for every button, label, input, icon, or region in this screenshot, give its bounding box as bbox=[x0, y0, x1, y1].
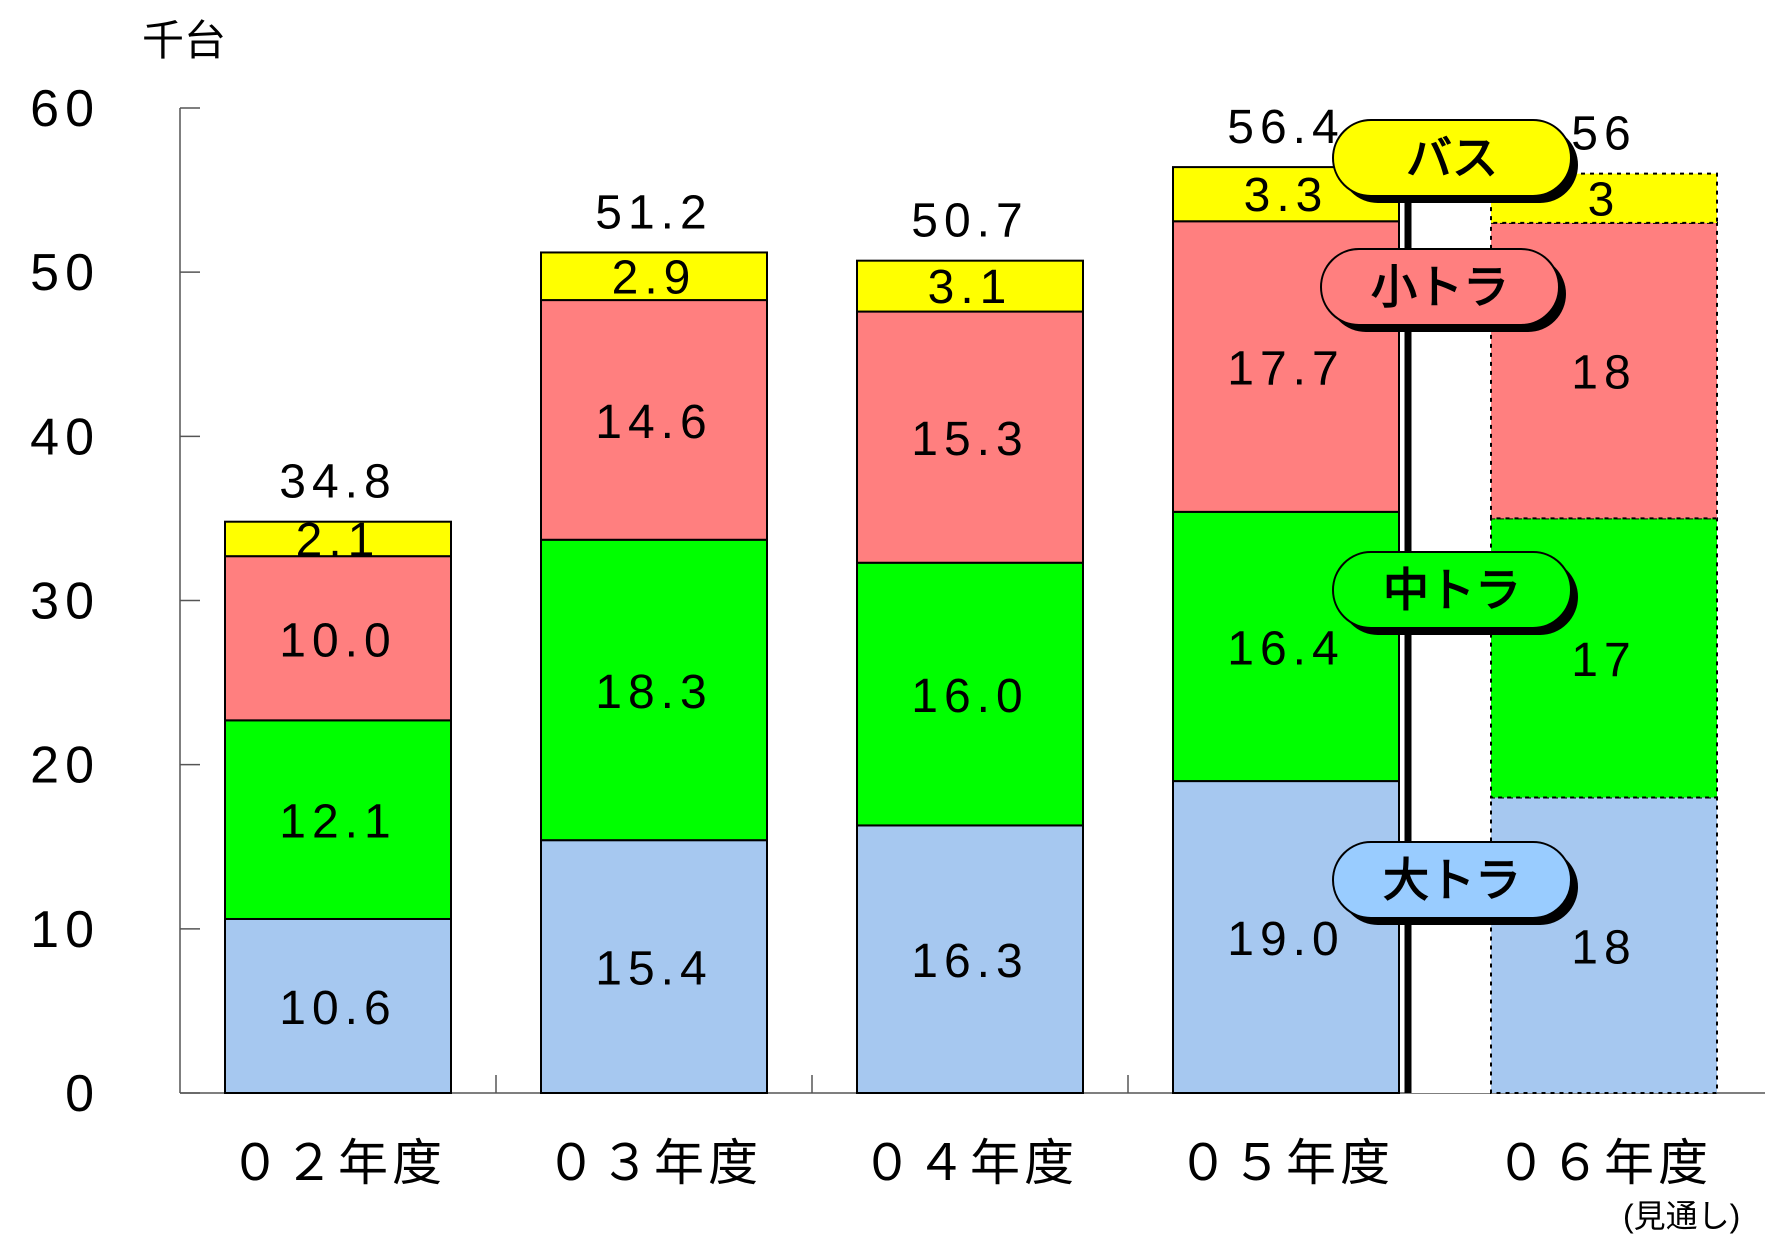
bars bbox=[224, 166, 1718, 1095]
y-tick-label: 50 bbox=[30, 244, 100, 302]
bar-segment bbox=[540, 251, 768, 302]
x-category-label: ０６年度 bbox=[1496, 1135, 1712, 1191]
segment-value-label: 16.0 bbox=[911, 670, 1028, 723]
bar-segment bbox=[224, 520, 452, 558]
total-value-label: 56 bbox=[1571, 108, 1636, 161]
bar-segment bbox=[856, 310, 1084, 564]
x-category-label: ０２年度 bbox=[230, 1135, 446, 1191]
legend-pill: 中トラ bbox=[1332, 551, 1578, 635]
legend-label: 大トラ bbox=[1383, 854, 1521, 906]
value-labels: 10.6 12.1 10.0 2.134.8 15.4 18.3 14.6 2.9 51.2 16… bbox=[279, 101, 1636, 1035]
legend-pill-body bbox=[1320, 248, 1560, 326]
segment-value-label: 15.4 bbox=[595, 943, 712, 996]
legend-label: 中トラ bbox=[1383, 564, 1521, 616]
segment-value-label: 16.3 bbox=[911, 935, 1028, 988]
bar-segment bbox=[224, 719, 452, 920]
segment-value-label: 10.6 bbox=[279, 982, 396, 1035]
total-value-label: 34.8 bbox=[279, 456, 396, 509]
segment-value-label: 2.1 bbox=[296, 514, 381, 567]
bar-segment bbox=[856, 259, 1084, 313]
y-tick-label: 10 bbox=[30, 901, 100, 959]
legend-pill: 大トラ bbox=[1332, 841, 1578, 925]
bar-segment bbox=[856, 561, 1084, 827]
segment-value-label: 3 bbox=[1588, 173, 1621, 226]
total-value-label: 56.4 bbox=[1227, 101, 1344, 154]
bar-segment bbox=[224, 917, 452, 1094]
y-tick-label: 60 bbox=[30, 80, 100, 138]
y-tick-label: 0 bbox=[65, 1065, 100, 1123]
y-axis-unit-label: 千台 bbox=[142, 17, 226, 64]
bar-segment bbox=[540, 299, 768, 541]
x-category-label: ０３年度 bbox=[546, 1135, 762, 1191]
legend-pill-body bbox=[1332, 119, 1572, 197]
segment-value-label: 18 bbox=[1571, 347, 1636, 400]
segment-value-label: 17 bbox=[1571, 634, 1636, 687]
legend-pill-body bbox=[1332, 841, 1572, 919]
segment-value-label: 10.0 bbox=[279, 614, 396, 667]
legend-label: バス bbox=[1406, 132, 1498, 184]
y-tick-label: 40 bbox=[30, 408, 100, 466]
legend-pill: 小トラ bbox=[1320, 248, 1566, 332]
total-value-label: 50.7 bbox=[911, 195, 1028, 248]
total-value-label: 51.2 bbox=[595, 186, 712, 239]
y-tick-label: 20 bbox=[30, 737, 100, 795]
segment-value-label: 3.1 bbox=[928, 261, 1013, 314]
segment-value-label: 18.3 bbox=[595, 666, 712, 719]
segment-value-label: 12.1 bbox=[279, 796, 396, 849]
x-category-label: ０５年度 bbox=[1178, 1135, 1394, 1191]
bar-segment bbox=[1172, 780, 1400, 1094]
y-tick-label: 30 bbox=[30, 573, 100, 631]
x-category-label: ０４年度 bbox=[862, 1135, 1078, 1191]
forecast-note: (見通し) bbox=[1623, 1198, 1740, 1234]
legend-pill: バス bbox=[1332, 119, 1578, 203]
segment-value-label: 17.7 bbox=[1227, 343, 1344, 396]
segment-value-label: 18 bbox=[1571, 921, 1636, 974]
segment-value-label: 15.3 bbox=[911, 413, 1028, 466]
segment-value-label: 19.0 bbox=[1227, 913, 1344, 966]
legend-label: 小トラ bbox=[1371, 261, 1509, 313]
segment-value-label: 16.4 bbox=[1227, 622, 1344, 675]
bar-segment bbox=[224, 555, 452, 722]
legend-pill-body bbox=[1332, 551, 1572, 629]
segment-value-label: 3.3 bbox=[1244, 169, 1329, 222]
axes: 0 10 20 30 40 50 60 ０２年度 ０３年度 ０４年度 ０５年度 ０６年度 bbox=[30, 80, 1765, 1191]
segment-value-label: 2.9 bbox=[612, 251, 697, 304]
segment-value-label: 14.6 bbox=[595, 396, 712, 449]
